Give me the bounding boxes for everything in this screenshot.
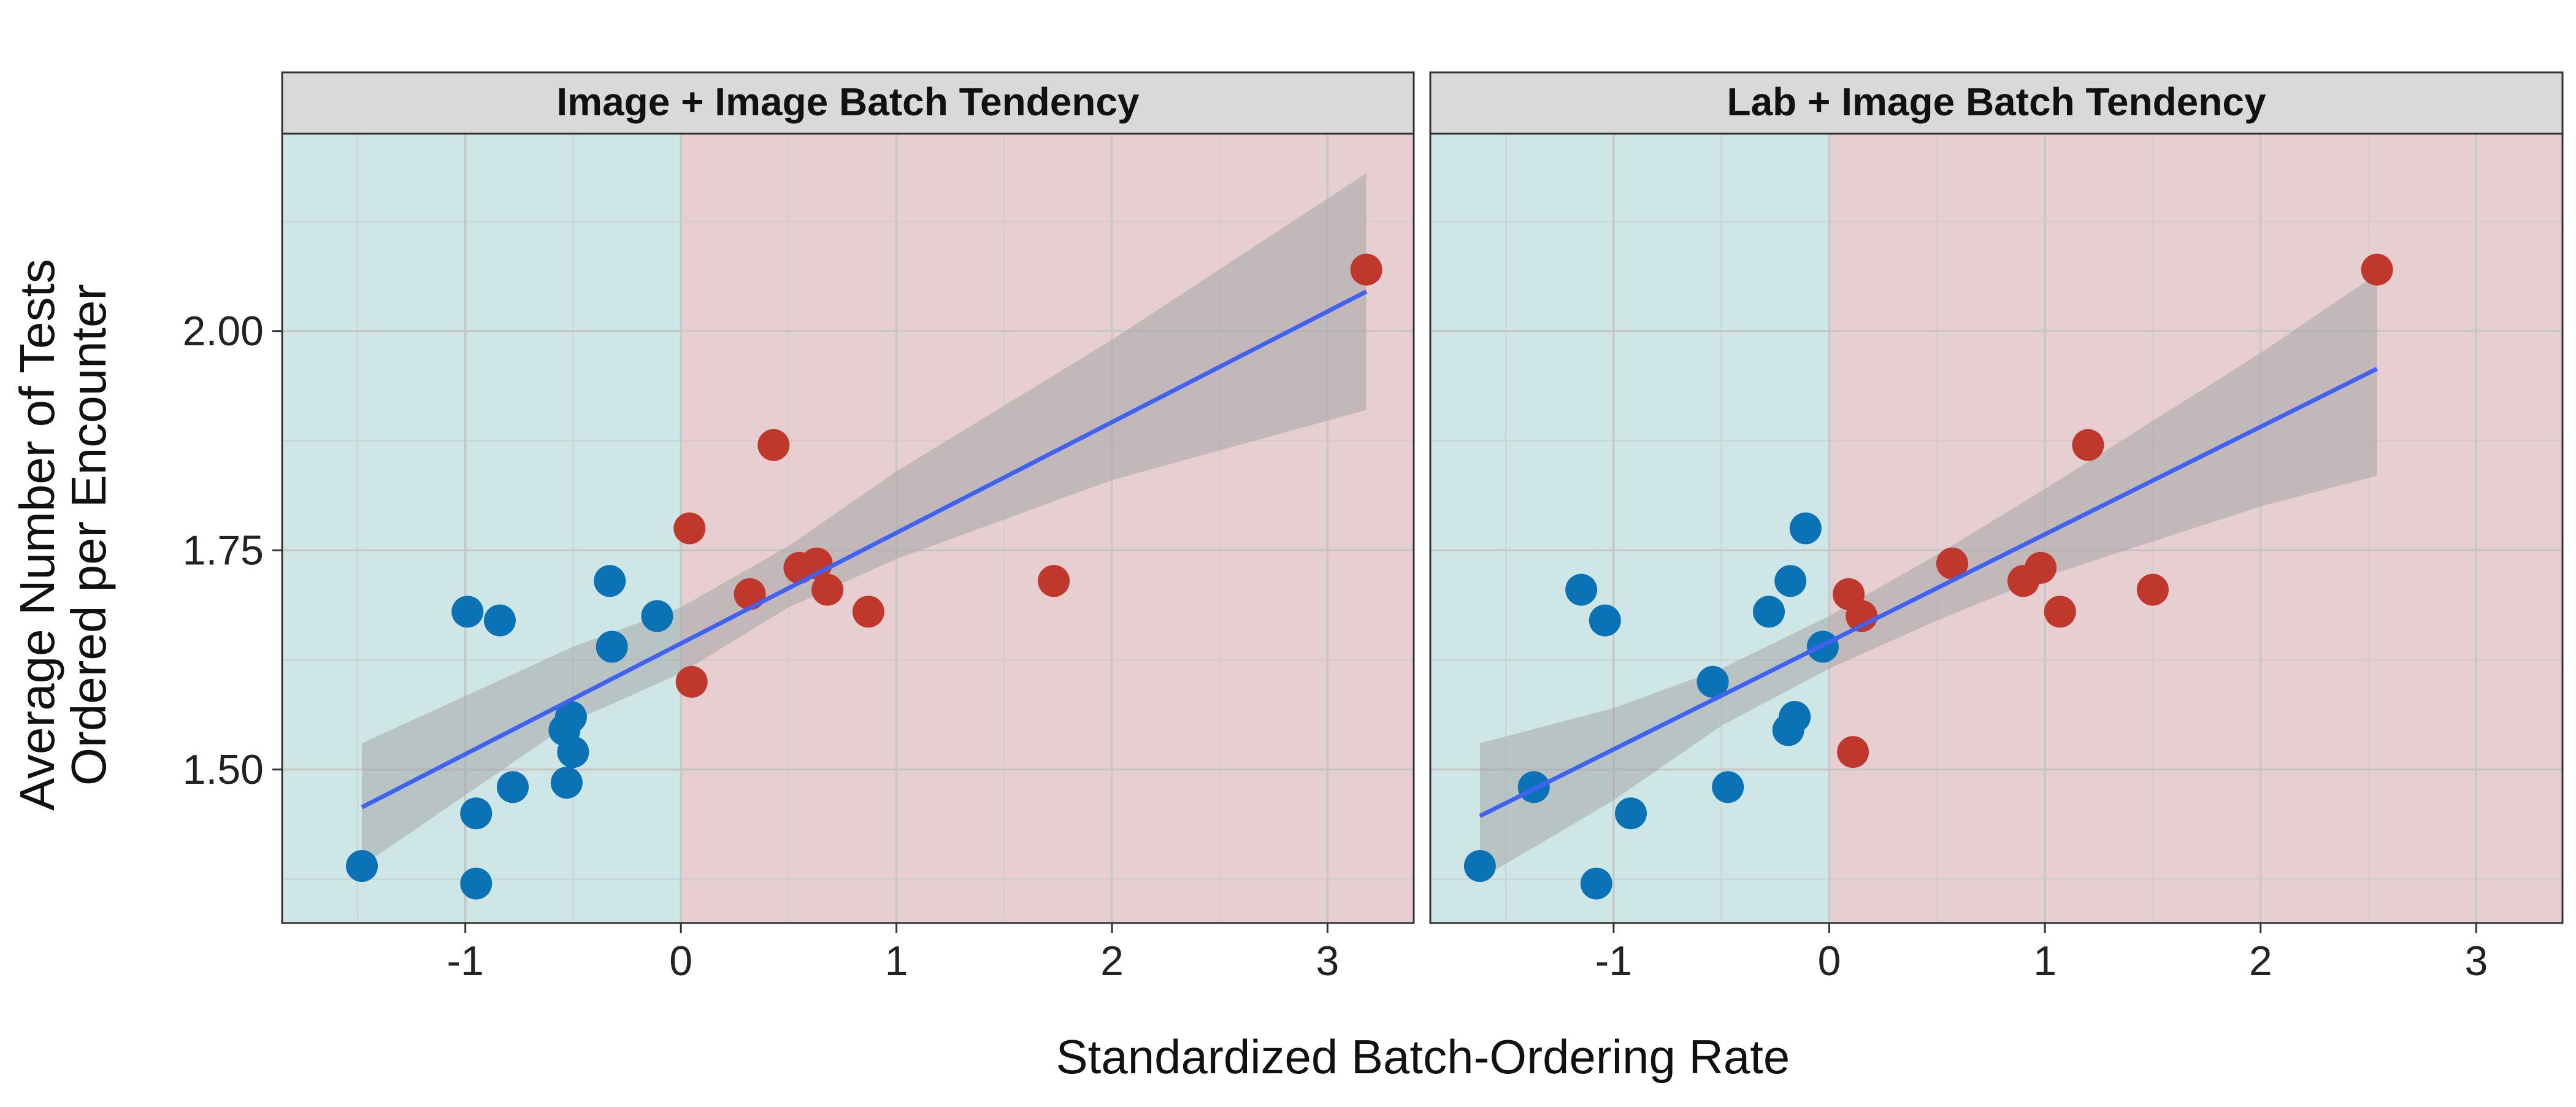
panel-title: Lab + Image Batch Tendency: [1727, 80, 2266, 124]
data-point: [1696, 665, 1729, 698]
confidence-band: [1479, 274, 2377, 879]
y-tick-label: 2.00: [183, 308, 264, 354]
data-point: [2025, 551, 2057, 584]
x-tick-label: 3: [1316, 938, 1340, 984]
data-point: [1779, 700, 1811, 733]
data-point: [1589, 604, 1621, 637]
data-point: [557, 736, 589, 768]
y-tick-label: 1.75: [183, 527, 264, 573]
data-point: [1753, 596, 1785, 628]
data-point: [594, 565, 626, 597]
panel-title: Image + Image Batch Tendency: [556, 80, 1140, 124]
x-tick-label: 1: [2033, 938, 2057, 984]
regression-line: [361, 289, 1368, 810]
data-point: [734, 578, 766, 610]
data-point: [1615, 797, 1647, 830]
x-tick-label: 0: [1818, 938, 1841, 984]
data-point: [811, 573, 844, 606]
data-point: [852, 596, 884, 628]
data-point: [1350, 253, 1382, 286]
data-point: [641, 600, 673, 632]
confidence-band: [362, 173, 1367, 867]
data-point: [554, 700, 587, 733]
data-point: [460, 797, 493, 830]
data-point: [460, 867, 493, 900]
y-axis-label-line-2: Ordered per Encounter: [61, 284, 116, 786]
data-point: [2072, 429, 2104, 461]
x-axis-label: Standardized Batch-Ordering Rate: [1056, 1030, 1790, 1084]
x-tick-label: -1: [447, 938, 483, 984]
data-point: [2044, 596, 2076, 628]
x-tick-label: 2: [1100, 938, 1124, 984]
data-point: [675, 665, 708, 698]
data-point: [497, 771, 529, 803]
x-tick-label: 0: [669, 938, 692, 984]
panel-border: [1429, 132, 2564, 924]
data-point: [673, 512, 706, 545]
panel-border: [281, 132, 1415, 924]
panel-strip: [1429, 71, 2564, 135]
data-point: [1936, 547, 1968, 580]
data-point: [1837, 736, 1869, 768]
x-tick-label: 1: [885, 938, 908, 984]
data-point: [757, 429, 790, 461]
above-zero-region: [1829, 134, 2563, 923]
panels: Image + Image Batch Tendency -1 0 1 2 3 1.50 1.…: [183, 71, 2564, 984]
data-point: [2361, 253, 2393, 286]
data-point: [550, 767, 583, 799]
data-point: [483, 604, 516, 637]
x-tick-label: -1: [1595, 938, 1632, 984]
below-zero-region: [282, 134, 681, 923]
x-tick-label: 2: [2249, 938, 2272, 984]
data-point: [1565, 573, 1598, 606]
panel-strip: [281, 71, 1415, 135]
data-point: [346, 850, 378, 883]
data-point: [596, 630, 628, 663]
data-point: [2136, 573, 2169, 606]
data-point: [1038, 565, 1070, 597]
data-point: [1580, 867, 1612, 900]
panel-2: Lab + Image Batch Tendency -1 0 1 2 3: [1429, 71, 2564, 984]
x-tick-label: 3: [2464, 938, 2488, 984]
data-point: [1463, 850, 1496, 883]
data-point: [451, 596, 484, 628]
y-axis-label-line-1: Average Number of Tests: [10, 259, 64, 811]
data-point: [1712, 771, 1744, 803]
data-point: [1789, 512, 1822, 545]
y-tick-label: 1.50: [183, 746, 264, 793]
regression-line: [1479, 367, 2379, 818]
panel-1: Image + Image Batch Tendency -1 0 1 2 3 1.50 1.…: [183, 71, 1415, 984]
data-point: [1774, 565, 1807, 597]
